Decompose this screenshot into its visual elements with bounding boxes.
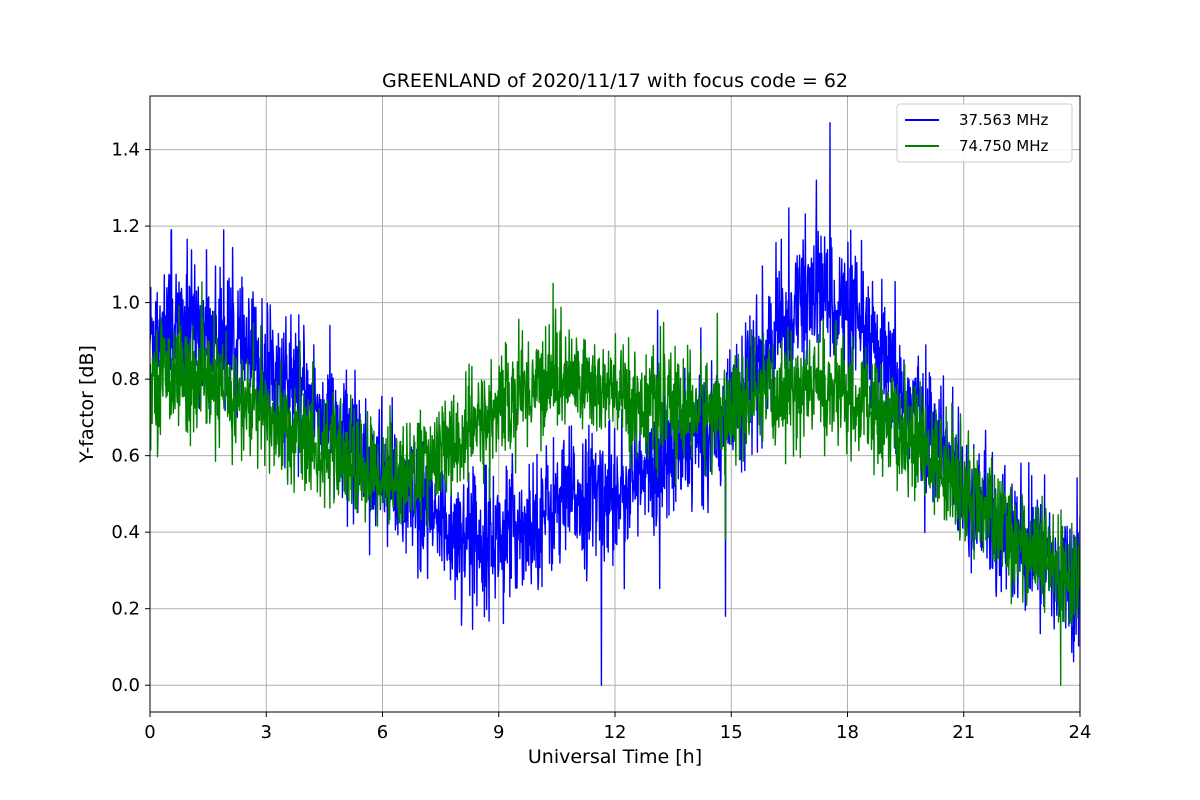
- y-tick-label: 1.2: [111, 216, 140, 237]
- x-tick-label: 3: [261, 722, 272, 743]
- series-line-2: [150, 281, 1080, 686]
- chart-title: GREENLAND of 2020/11/17 with focus code …: [382, 70, 848, 92]
- y-tick-label: 0.0: [111, 675, 140, 696]
- y-tick-label: 0.2: [111, 599, 140, 620]
- axis-ticks: 0 3 6 9 12 15 18 21 24 0.0 0.2 0.4 0.6 0.8 1.0 1.2 1.4: [111, 140, 1091, 743]
- x-tick-label: 0: [144, 722, 155, 743]
- y-tick-label: 0.4: [111, 522, 140, 543]
- x-tick-label: 12: [604, 722, 627, 743]
- legend-label: 37.563 MHz: [959, 111, 1048, 129]
- x-tick-label: 6: [377, 722, 388, 743]
- legend-box: [896, 103, 1073, 163]
- y-axis-title: Y-factor [dB]: [76, 345, 98, 464]
- legend-label: 74.750 MHz: [959, 137, 1048, 155]
- x-tick-label: 21: [952, 722, 975, 743]
- y-tick-label: 0.8: [111, 369, 140, 390]
- y-tick-label: 1.4: [111, 140, 140, 161]
- x-tick-label: 9: [493, 722, 504, 743]
- x-tick-label: 18: [836, 722, 859, 743]
- x-axis-title: Universal Time [h]: [528, 746, 702, 768]
- y-tick-label: 0.6: [111, 446, 140, 467]
- x-tick-label: 24: [1069, 722, 1092, 743]
- legend: 37.563 MHz 74.750 MHz: [896, 103, 1073, 163]
- x-tick-label: 15: [720, 722, 743, 743]
- plot-area-series: [150, 122, 1080, 686]
- y-tick-label: 1.0: [111, 293, 140, 314]
